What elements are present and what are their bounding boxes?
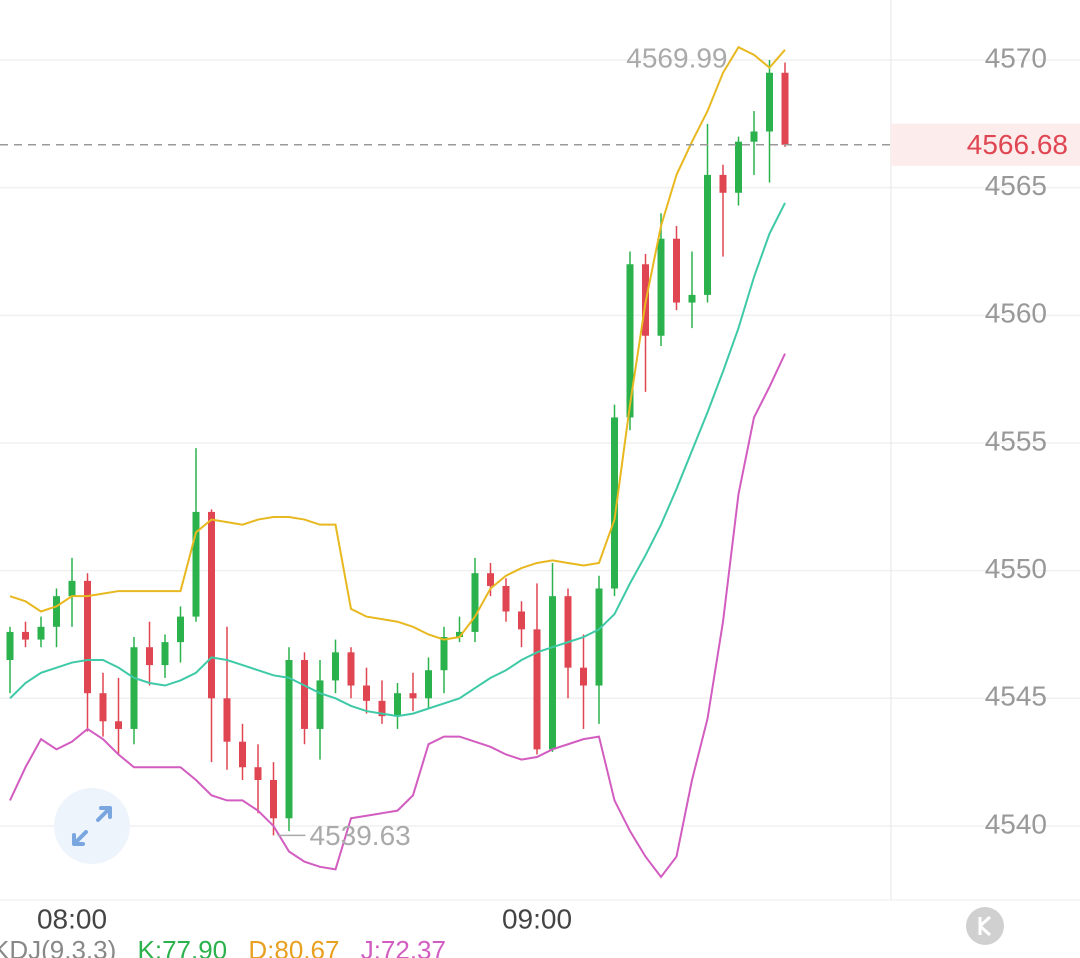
- candle-body: [270, 780, 277, 819]
- expand-button[interactable]: [54, 788, 130, 864]
- candle-body: [332, 652, 339, 681]
- candle-body: [177, 616, 184, 643]
- y-tick-label: 4570: [985, 42, 1047, 73]
- candle-body: [456, 631, 463, 638]
- expand-bg: [54, 788, 130, 864]
- candle-body: [161, 642, 169, 666]
- candle-body: [37, 626, 45, 640]
- candle-body: [657, 238, 665, 336]
- y-tick-label: 4560: [985, 298, 1047, 329]
- candle-body: [673, 238, 680, 303]
- y-tick-label: 4565: [985, 170, 1047, 201]
- candle-body: [781, 72, 789, 145]
- candle-body: [208, 511, 215, 699]
- candle-body: [766, 72, 773, 132]
- candle-body: [239, 741, 246, 768]
- candle-body: [564, 596, 572, 668]
- expand-icon: [72, 806, 112, 846]
- candle-body: [192, 511, 200, 617]
- candle-body: [518, 611, 525, 630]
- candle-body: [409, 693, 417, 699]
- candle-body: [285, 660, 293, 819]
- candle-body: [347, 652, 355, 686]
- indicator-j: J:72.37: [361, 935, 446, 958]
- candle-body: [626, 264, 634, 418]
- candle-body: [688, 294, 696, 303]
- indicator-line: KDJ(9,3,3) K:77.90 D:80.67 J:72.37: [0, 935, 446, 958]
- x-tick-label: 09:00: [502, 903, 572, 934]
- last-price-label: 4566.68: [967, 129, 1068, 160]
- candle-body: [68, 580, 76, 597]
- y-tick-label: 4550: [985, 553, 1047, 584]
- candle-body: [611, 417, 618, 589]
- candle-body: [378, 700, 386, 717]
- candle-body: [394, 693, 401, 717]
- indicator-name: KDJ(9,3,3): [0, 935, 116, 958]
- candle-body: [750, 131, 758, 142]
- candle-body: [254, 767, 262, 780]
- y-tick-label: 4555: [985, 425, 1047, 456]
- k-bg: [966, 907, 1004, 945]
- candle-body: [533, 629, 541, 750]
- candle-body: [580, 667, 587, 686]
- candle-body: [99, 693, 107, 722]
- y-tick-label: 4540: [985, 808, 1047, 839]
- max-label: 4569.99: [626, 43, 727, 74]
- candle-body: [130, 647, 138, 729]
- x-tick-label: 08:00: [37, 903, 107, 934]
- candle-body: [735, 141, 742, 193]
- candle-body: [53, 596, 60, 627]
- indicator-d: D:80.67: [248, 935, 339, 958]
- indicator-k: K:77.90: [138, 935, 228, 958]
- candle-body: [223, 698, 231, 742]
- min-label: 4539.63: [310, 820, 411, 851]
- candle-body: [316, 680, 324, 729]
- y-tick-label: 4545: [985, 681, 1047, 712]
- candle-body: [363, 685, 370, 701]
- candle-body: [595, 588, 603, 686]
- plot: [0, 45, 1080, 879]
- candle-body: [549, 596, 556, 750]
- candle-body: [440, 637, 448, 671]
- candle-body: [301, 660, 308, 729]
- candle-body: [719, 174, 727, 193]
- candle-body: [6, 631, 14, 660]
- last-price-tag: [891, 123, 1080, 166]
- k-icon: [978, 915, 992, 937]
- candle-body: [84, 580, 91, 694]
- k-button[interactable]: [966, 907, 1004, 945]
- candle-body: [425, 670, 432, 699]
- candle-body: [471, 573, 479, 632]
- candle-body: [704, 174, 711, 295]
- band-line: [9, 45, 786, 641]
- candle-body: [487, 573, 494, 586]
- candle-body: [146, 647, 153, 666]
- band-line: [9, 353, 786, 879]
- band-line: [9, 202, 786, 718]
- candle-body: [502, 585, 510, 612]
- candle-body: [115, 721, 122, 729]
- candle-body: [22, 631, 29, 640]
